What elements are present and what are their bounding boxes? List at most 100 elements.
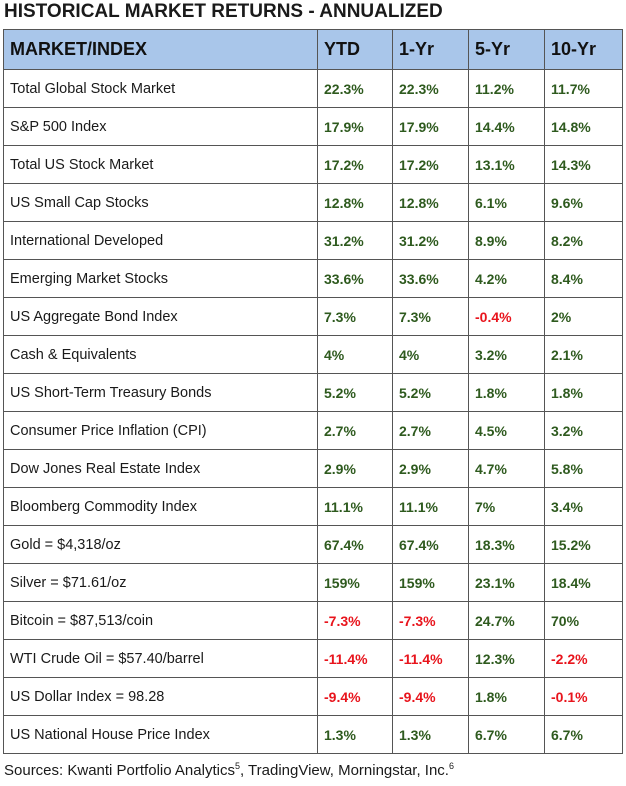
table-row: Total Global Stock Market 22.3% 22.3% 11.2%…	[3, 69, 623, 108]
cell-1yr: 7.3%	[392, 297, 469, 336]
page-title: HISTORICAL MARKET RETURNS - ANNUALIZED	[4, 1, 443, 22]
cell-10yr: 8.2%	[544, 221, 623, 260]
cell-1yr: 17.2%	[392, 145, 469, 184]
header-5yr: 5-Yr	[468, 29, 545, 70]
cell-ytd: -9.4%	[317, 677, 393, 716]
table-row: Gold = $4,318/oz 67.4% 67.4% 18.3% 15.2%	[3, 525, 623, 564]
cell-10yr: -0.1%	[544, 677, 623, 716]
cell-ytd: 17.9%	[317, 107, 393, 146]
cell-5yr: 4.7%	[468, 449, 545, 488]
cell-10yr: 8.4%	[544, 259, 623, 298]
cell-5yr: 4.2%	[468, 259, 545, 298]
cell-market-name: Bitcoin = $87,513/coin	[3, 601, 318, 640]
header-market-index: MARKET/INDEX	[3, 29, 318, 70]
cell-1yr: 67.4%	[392, 525, 469, 564]
cell-10yr: 3.4%	[544, 487, 623, 526]
cell-market-name: Silver = $71.61/oz	[3, 563, 318, 602]
cell-ytd: 11.1%	[317, 487, 393, 526]
cell-ytd: 67.4%	[317, 525, 393, 564]
table-row: Emerging Market Stocks 33.6% 33.6% 4.2% 8.4%	[3, 259, 623, 298]
cell-market-name: US Short-Term Treasury Bonds	[3, 373, 318, 412]
cell-market-name: Cash & Equivalents	[3, 335, 318, 374]
cell-5yr: 11.2%	[468, 69, 545, 108]
header-10yr: 10-Yr	[544, 29, 623, 70]
table-row: Total US Stock Market 17.2% 17.2% 13.1% 14.3…	[3, 145, 623, 184]
cell-5yr: 1.8%	[468, 373, 545, 412]
cell-1yr: 2.7%	[392, 411, 469, 450]
cell-ytd: -7.3%	[317, 601, 393, 640]
cell-market-name: US Small Cap Stocks	[3, 183, 318, 222]
table-row: Silver = $71.61/oz 159% 159% 23.1% 18.4%	[3, 563, 623, 602]
cell-1yr: 1.3%	[392, 715, 469, 754]
cell-10yr: 11.7%	[544, 69, 623, 108]
sources-text-2: , TradingView, Morningstar, Inc.	[239, 762, 449, 779]
cell-10yr: 18.4%	[544, 563, 623, 602]
cell-1yr: 159%	[392, 563, 469, 602]
cell-market-name: US National House Price Index	[3, 715, 318, 754]
table-row: US Small Cap Stocks 12.8% 12.8% 6.1% 9.6%	[3, 183, 623, 222]
cell-10yr: 1.8%	[544, 373, 623, 412]
table-row: Cash & Equivalents 4% 4% 3.2% 2.1%	[3, 335, 623, 374]
cell-1yr: 31.2%	[392, 221, 469, 260]
table-row: Dow Jones Real Estate Index 2.9% 2.9% 4.7% 5…	[3, 449, 623, 488]
cell-market-name: US Aggregate Bond Index	[3, 297, 318, 336]
table-row: Bitcoin = $87,513/coin -7.3% -7.3% 24.7% 70%	[3, 601, 623, 640]
cell-market-name: Emerging Market Stocks	[3, 259, 318, 298]
cell-5yr: 7%	[468, 487, 545, 526]
cell-ytd: 12.8%	[317, 183, 393, 222]
table-row: US Aggregate Bond Index 7.3% 7.3% -0.4% 2%	[3, 297, 623, 336]
cell-1yr: 5.2%	[392, 373, 469, 412]
cell-1yr: 4%	[392, 335, 469, 374]
cell-10yr: -2.2%	[544, 639, 623, 678]
cell-5yr: 4.5%	[468, 411, 545, 450]
cell-market-name: International Developed	[3, 221, 318, 260]
cell-1yr: -11.4%	[392, 639, 469, 678]
sources-note: Sources: Kwanti Portfolio Analytics5, Tr…	[4, 761, 454, 780]
cell-ytd: 31.2%	[317, 221, 393, 260]
header-ytd: YTD	[317, 29, 393, 70]
cell-market-name: Total US Stock Market	[3, 145, 318, 184]
cell-market-name: Consumer Price Inflation (CPI)	[3, 411, 318, 450]
cell-5yr: 6.7%	[468, 715, 545, 754]
cell-ytd: 17.2%	[317, 145, 393, 184]
cell-market-name: Gold = $4,318/oz	[3, 525, 318, 564]
cell-ytd: 2.9%	[317, 449, 393, 488]
cell-ytd: 33.6%	[317, 259, 393, 298]
cell-market-name: Total Global Stock Market	[3, 69, 318, 108]
cell-ytd: -11.4%	[317, 639, 393, 678]
cell-5yr: 6.1%	[468, 183, 545, 222]
cell-1yr: 33.6%	[392, 259, 469, 298]
cell-10yr: 6.7%	[544, 715, 623, 754]
cell-10yr: 9.6%	[544, 183, 623, 222]
cell-5yr: 13.1%	[468, 145, 545, 184]
cell-5yr: 12.3%	[468, 639, 545, 678]
cell-5yr: 1.8%	[468, 677, 545, 716]
header-1yr: 1-Yr	[392, 29, 469, 70]
table-row: S&P 500 Index 17.9% 17.9% 14.4% 14.8%	[3, 107, 623, 146]
cell-1yr: 17.9%	[392, 107, 469, 146]
cell-market-name: S&P 500 Index	[3, 107, 318, 146]
cell-ytd: 5.2%	[317, 373, 393, 412]
cell-market-name: Dow Jones Real Estate Index	[3, 449, 318, 488]
cell-10yr: 70%	[544, 601, 623, 640]
cell-5yr: 24.7%	[468, 601, 545, 640]
table-row: US Dollar Index = 98.28 -9.4% -9.4% 1.8% -0.…	[3, 677, 623, 716]
cell-ytd: 2.7%	[317, 411, 393, 450]
cell-1yr: 11.1%	[392, 487, 469, 526]
cell-5yr: 23.1%	[468, 563, 545, 602]
table-row: WTI Crude Oil = $57.40/barrel -11.4% -11.4…	[3, 639, 623, 678]
cell-5yr: 14.4%	[468, 107, 545, 146]
table-row: US National House Price Index 1.3% 1.3% 6.7…	[3, 715, 623, 754]
footnote-5: 5	[234, 761, 240, 771]
table-body: Total Global Stock Market 22.3% 22.3% 11.2%…	[3, 69, 623, 754]
cell-ytd: 7.3%	[317, 297, 393, 336]
cell-ytd: 159%	[317, 563, 393, 602]
cell-1yr: 12.8%	[392, 183, 469, 222]
cell-5yr: -0.4%	[468, 297, 545, 336]
table-row: International Developed 31.2% 31.2% 8.9% 8.2…	[3, 221, 623, 260]
cell-10yr: 14.3%	[544, 145, 623, 184]
footnote-6: 6	[448, 761, 454, 771]
table-row: Bloomberg Commodity Index 11.1% 11.1% 7% 3.4…	[3, 487, 623, 526]
cell-1yr: -7.3%	[392, 601, 469, 640]
cell-5yr: 3.2%	[468, 335, 545, 374]
